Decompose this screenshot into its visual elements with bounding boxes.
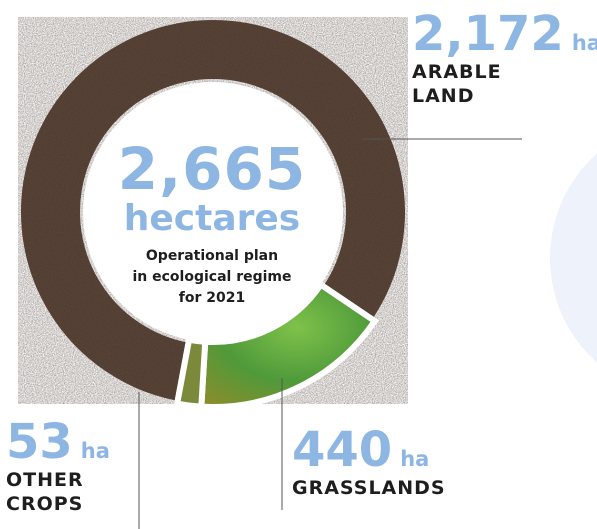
donut-hole	[83, 82, 343, 342]
callout-unit: ha	[571, 31, 597, 55]
soil-texture	[18, 17, 408, 404]
callout-grasslands: 440 ha GRASSLANDS	[292, 424, 446, 500]
center-summary: 2,665 hectares Operational plan in ecolo…	[112, 140, 312, 309]
callout-label: GRASSLANDS	[292, 477, 446, 499]
center-unit: hectares	[123, 198, 301, 239]
callout-value: 53	[6, 414, 73, 470]
callout-label: OTHER	[6, 469, 84, 491]
callout-other-crops: 53 ha OTHER CROPS	[6, 416, 110, 516]
center-total: 2,665	[117, 135, 307, 203]
callout-label: LAND	[412, 85, 475, 107]
callout-arable-land: 2,172 ha ARABLE LAND	[412, 8, 597, 108]
center-caption: Operational plan in ecological regime fo…	[112, 246, 312, 309]
center-caption-line: Operational plan	[145, 248, 279, 264]
callout-label: CROPS	[6, 493, 84, 515]
callout-value: 440	[292, 422, 393, 478]
center-caption-line: in ecological regime	[132, 269, 292, 285]
center-caption-line: for 2021	[178, 290, 246, 306]
callout-value: 2,172	[412, 6, 564, 62]
background-circle	[550, 153, 597, 363]
callout-unit: ha	[400, 447, 430, 471]
callout-label: ARABLE	[412, 61, 502, 83]
callout-unit: ha	[80, 439, 110, 463]
